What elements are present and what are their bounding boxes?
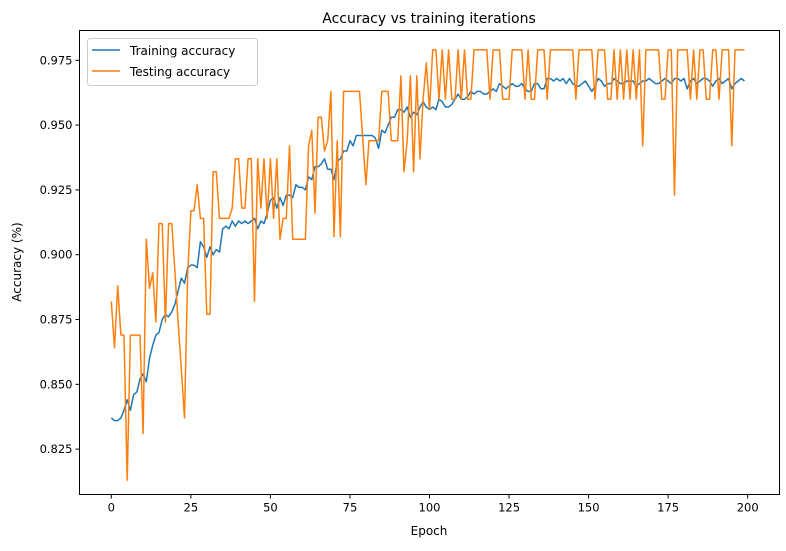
y-tick-label: 0.875 bbox=[40, 313, 73, 327]
series-line-1 bbox=[110, 49, 745, 481]
plot-area bbox=[110, 49, 745, 481]
x-tick-label: 200 bbox=[737, 501, 759, 515]
y-tick-label: 0.975 bbox=[40, 53, 73, 67]
legend-label-testing: Testing accuracy bbox=[129, 65, 230, 79]
legend-box bbox=[87, 38, 258, 86]
y-axis-label: Accuracy (%) bbox=[10, 222, 24, 301]
legend: Training accuracy Testing accuracy bbox=[87, 38, 258, 86]
x-tick-label: 50 bbox=[263, 501, 278, 515]
x-tick-label: 100 bbox=[419, 501, 441, 515]
x-tick-label: 175 bbox=[657, 501, 679, 515]
x-tick-label: 0 bbox=[108, 501, 115, 515]
chart-title: Accuracy vs training iterations bbox=[322, 11, 536, 27]
series-line-0 bbox=[110, 77, 745, 422]
x-tick-label: 150 bbox=[578, 501, 600, 515]
y-axis: 0.825 0.850 0.875 0.900 0.925 0.950 0.975 bbox=[40, 53, 80, 456]
y-tick-label: 0.925 bbox=[40, 183, 73, 197]
x-tick-label: 25 bbox=[184, 501, 199, 515]
x-axis: 0 25 50 75 100 125 150 175 200 bbox=[108, 494, 759, 515]
x-tick-label: 75 bbox=[343, 501, 358, 515]
x-tick-label: 125 bbox=[498, 501, 520, 515]
y-tick-label: 0.850 bbox=[40, 377, 73, 391]
y-tick-label: 0.825 bbox=[40, 442, 73, 456]
y-tick-label: 0.950 bbox=[40, 118, 73, 132]
x-axis-label: Epoch bbox=[411, 524, 448, 538]
legend-label-training: Training accuracy bbox=[129, 44, 235, 58]
y-tick-label: 0.900 bbox=[40, 248, 73, 262]
